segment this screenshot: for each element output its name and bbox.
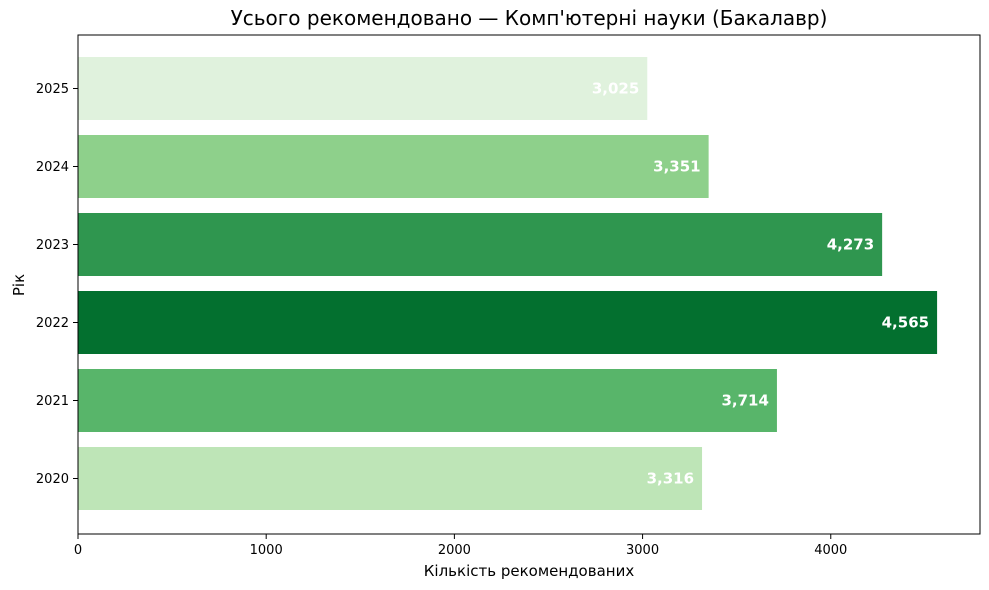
x-tick-label-1000: 1000: [250, 543, 283, 558]
y-tick-label-2024: 2024: [36, 160, 69, 175]
x-axis-ticks: 0 1000 2000 3000 4000: [74, 534, 847, 558]
bar-value-label-2023: 4,273: [827, 236, 874, 254]
bar-value-label-2025: 3,025: [592, 80, 639, 98]
bar-value-label-2022: 4,565: [882, 314, 929, 332]
x-tick-label-2000: 2000: [438, 543, 471, 558]
x-tick-label-4000: 4000: [814, 543, 847, 558]
bar-2025: [78, 57, 648, 120]
bar-2020: [78, 447, 703, 510]
y-axis-label: Рік: [10, 274, 28, 296]
y-tick-label-2022: 2022: [36, 316, 69, 331]
bar-2023: [78, 213, 883, 276]
bar-value-label-2021: 3,714: [721, 392, 768, 410]
y-tick-label-2021: 2021: [36, 394, 69, 409]
bar-value-label-2024: 3,351: [653, 158, 700, 176]
y-tick-label-2025: 2025: [36, 82, 69, 97]
y-axis-ticks: 2020 2021 2022 2023 2024 2025: [36, 82, 78, 487]
plot-frame: [77, 34, 981, 535]
chart-title: Усього рекомендовано — Комп'ютерні науки…: [231, 6, 828, 30]
y-tick-label-2023: 2023: [36, 238, 69, 253]
x-tick-label-3000: 3000: [626, 543, 659, 558]
y-tick-label-2020: 2020: [36, 472, 69, 487]
bars-layer: 3,316 3,714 4,565 4,273 3,351 3,025: [78, 57, 938, 510]
x-axis-label: Кількість рекомендованих: [424, 562, 635, 580]
x-tick-label-0: 0: [74, 543, 82, 558]
bar-2022: [78, 291, 938, 354]
bar-2021: [78, 369, 777, 432]
bar-2024: [78, 135, 709, 198]
bar-value-label-2020: 3,316: [647, 470, 694, 488]
